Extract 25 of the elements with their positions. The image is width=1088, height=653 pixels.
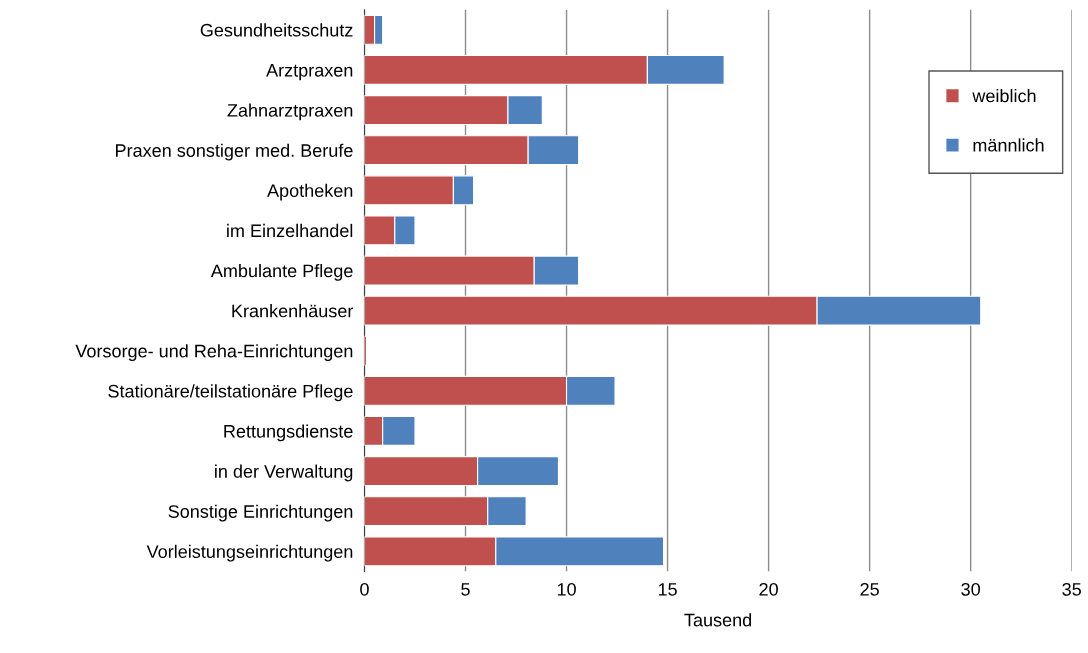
y-tick-label: Ambulante Pflege (210, 263, 353, 281)
x-tick-label: 10 (557, 582, 576, 596)
x-tick-label: 5 (461, 583, 470, 596)
x-axis-title: Tausend (684, 613, 752, 627)
y-tick-label: Zahnarztpraxen (227, 103, 353, 121)
y-tick-label: Praxen sonstiger med. Berufe (116, 143, 353, 161)
y-tick-label: Krankenhäuser (232, 304, 354, 318)
x-tick-label: 0 (360, 582, 369, 596)
legend-label: männlich (973, 138, 1044, 152)
x-tick-label: 35 (1062, 582, 1081, 596)
y-tick-label: Arztpraxen (266, 64, 353, 81)
legend-label: weiblich (972, 89, 1036, 103)
y-tick-label: Gesundheitsschutz (200, 23, 353, 37)
y-tick-label: Vorsorge- und Reha-Einrichtungen (75, 344, 353, 362)
x-tick-label: 15 (658, 583, 677, 596)
x-tick-label: 30 (961, 582, 980, 596)
y-tick-label: Vorleistungseinrichtungen (146, 544, 353, 562)
y-tick-label: Rettungsdienste (224, 424, 353, 442)
x-tick-label: 25 (860, 582, 879, 596)
y-tick-label: Apotheken (267, 183, 353, 201)
y-tick-label: im Einzelhandel (227, 223, 353, 238)
y-tick-label: Stationäre/teilstationäre Pflege (108, 384, 353, 402)
y-tick-label: Sonstige Einrichtungen (168, 504, 353, 522)
y-tick-label: in der Verwaltung (215, 464, 353, 482)
x-tick-label: 20 (759, 582, 778, 596)
